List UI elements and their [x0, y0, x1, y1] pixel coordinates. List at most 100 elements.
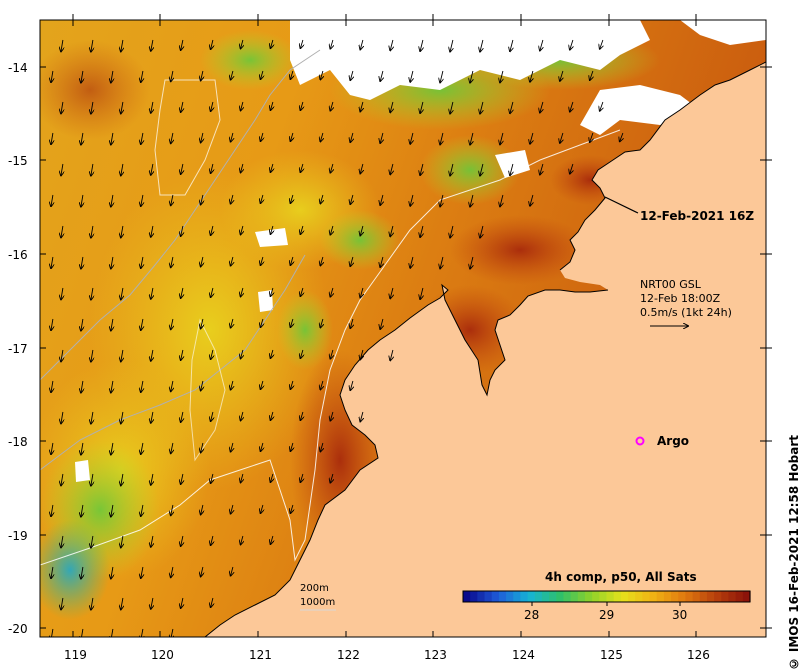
current-vector	[111, 628, 113, 637]
current-vector	[380, 318, 383, 329]
current-vector	[61, 101, 63, 113]
current-legend-line2: 12-Feb 18:00Z	[640, 292, 721, 305]
current-vector	[510, 39, 513, 51]
current-vector	[141, 132, 143, 144]
current-vector	[620, 132, 623, 141]
current-vector	[211, 225, 213, 235]
current-vector	[290, 504, 292, 513]
current-vector	[320, 70, 323, 79]
current-vector	[51, 380, 53, 392]
colorbar-segment	[606, 591, 615, 602]
current-vector	[480, 39, 483, 52]
current-vector	[211, 39, 213, 49]
current-vector	[181, 535, 183, 546]
current-vector	[350, 70, 353, 80]
current-vector	[440, 70, 443, 83]
current-vector	[500, 194, 503, 206]
current-vector	[540, 39, 543, 51]
current-vector	[560, 70, 563, 81]
argo-label: Argo	[657, 434, 689, 448]
lat-label: -19	[8, 529, 28, 543]
current-vector	[290, 256, 292, 265]
current-vector	[211, 597, 213, 607]
sst-cool-patch	[200, 30, 300, 90]
current-vector	[270, 349, 272, 358]
colorbar-segment	[663, 591, 672, 602]
colorbar-segment	[620, 591, 629, 602]
current-vector	[151, 597, 153, 609]
current-vector	[300, 163, 302, 172]
current-vector	[171, 70, 173, 81]
current-vector	[450, 225, 453, 238]
current-vector	[270, 101, 272, 110]
colorbar-segment	[577, 591, 586, 602]
bathymetry-legend-1000m: 1000m	[300, 597, 335, 608]
current-vector	[241, 101, 243, 110]
current-vector	[410, 132, 413, 144]
lon-label: 122	[337, 648, 360, 662]
current-vector	[420, 287, 423, 299]
current-vector	[500, 132, 503, 144]
current-vector	[480, 101, 483, 114]
current-vector	[290, 70, 292, 79]
current-vector	[530, 132, 533, 144]
current-vector	[360, 349, 363, 359]
current-vector	[51, 70, 53, 82]
current-vector	[181, 101, 183, 112]
current-vector	[241, 163, 243, 172]
lat-label: -18	[8, 435, 28, 449]
current-vector	[61, 163, 63, 175]
current-vector	[91, 225, 93, 238]
sst-warm-patch	[450, 215, 590, 285]
current-vector	[141, 194, 143, 206]
current-vector	[320, 132, 323, 141]
current-vector	[171, 194, 173, 205]
current-vector	[121, 473, 123, 485]
current-vector	[61, 39, 63, 51]
current-vector	[91, 39, 93, 52]
current-vector	[540, 163, 543, 175]
current-vector	[360, 287, 363, 297]
current-vector	[300, 225, 302, 234]
current-vector	[201, 380, 203, 390]
lon-label: 119	[64, 648, 87, 662]
current-vector	[261, 70, 263, 79]
current-vector	[201, 504, 203, 514]
current-vector	[181, 473, 183, 484]
current-vector	[270, 287, 272, 296]
bathymetry-legend-200m: 200m	[300, 583, 329, 594]
current-vector	[121, 287, 123, 299]
colorbar-segment	[628, 591, 636, 602]
current-vector	[261, 194, 263, 203]
current-vector	[300, 349, 302, 358]
current-vector	[390, 349, 393, 360]
current-vector	[141, 256, 143, 268]
current-vector	[290, 380, 292, 389]
colorbar-segment	[556, 591, 565, 602]
land-mass	[205, 20, 766, 637]
current-vector	[151, 39, 153, 51]
current-vector	[420, 225, 423, 237]
colorbar-segment	[549, 591, 557, 602]
current-vector	[330, 101, 333, 111]
current-vectors	[51, 39, 623, 637]
lon-label: 126	[687, 648, 710, 662]
current-vector	[241, 473, 243, 482]
current-vector	[350, 194, 353, 204]
current-vector	[390, 287, 393, 298]
current-vector	[81, 132, 83, 145]
colorbar-segment	[484, 591, 493, 602]
current-vector	[350, 318, 353, 328]
current-vector	[201, 70, 203, 80]
current-vector	[330, 287, 333, 297]
current-vector	[61, 473, 63, 485]
current-vector	[111, 70, 113, 83]
current-vector	[201, 566, 203, 576]
colorbar-segment	[563, 591, 572, 602]
current-vector	[570, 163, 573, 174]
current-vector	[380, 194, 383, 205]
current-vector	[560, 132, 563, 143]
current-vector	[51, 442, 53, 454]
current-vector	[231, 318, 233, 328]
current-vector	[290, 194, 292, 203]
